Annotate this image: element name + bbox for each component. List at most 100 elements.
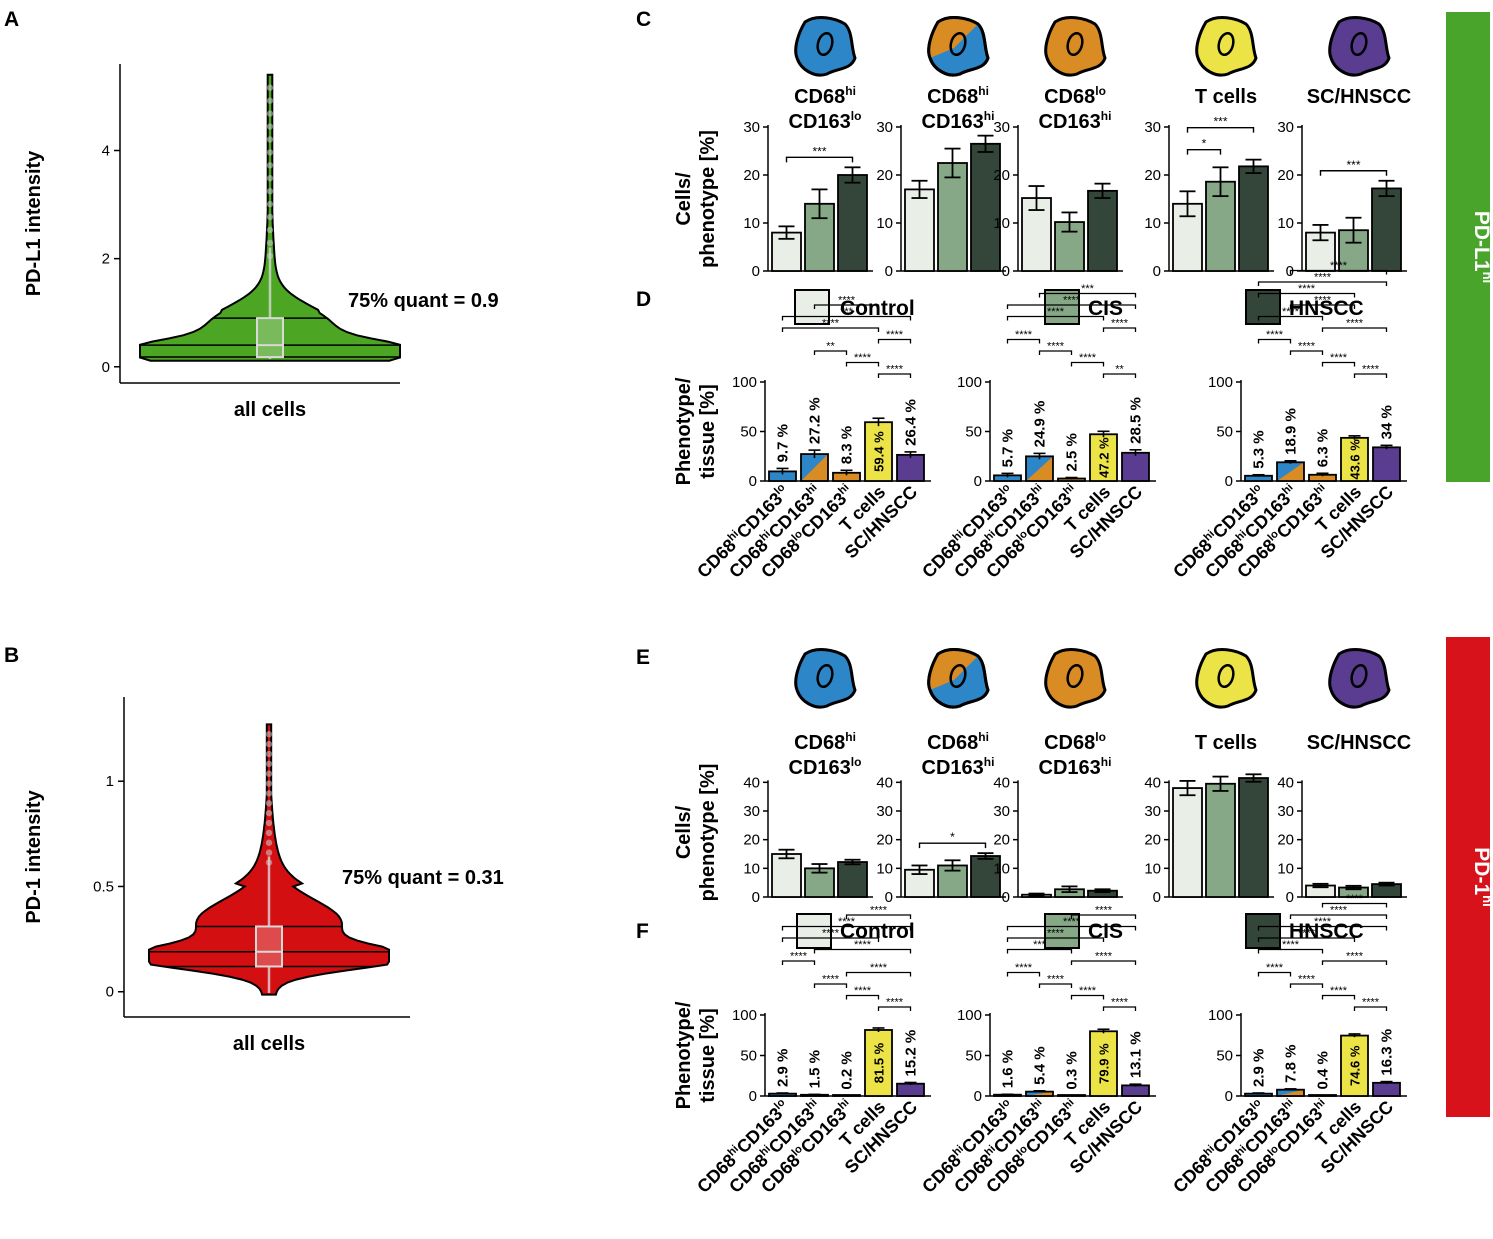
significance-label: **** xyxy=(790,951,808,963)
significance-label: **** xyxy=(854,985,872,997)
y-tick-label: 10 xyxy=(1277,215,1294,232)
y-axis-label: PD-1 intensity xyxy=(23,789,45,923)
y-tick-label: 0 xyxy=(885,263,893,280)
significance-bracket xyxy=(1289,304,1356,309)
phenotype-title: CD68lo xyxy=(1044,730,1106,754)
significance-label: **** xyxy=(1047,974,1065,986)
legend-top: Control CIS HNSCC xyxy=(794,289,1364,325)
bar xyxy=(904,188,935,272)
value-label: 2.5 % xyxy=(1064,433,1081,471)
legend-label-cis: CIS xyxy=(1088,920,1123,943)
legend-label-cis: CIS xyxy=(1088,297,1123,320)
y-tick-label: 20 xyxy=(1144,167,1161,184)
outlier-point xyxy=(266,110,274,117)
value-label: 43.6 % xyxy=(1348,439,1363,480)
significance-bracket xyxy=(1321,361,1356,367)
value-label: 13.1 % xyxy=(1128,1031,1145,1078)
y-tick-label: 0 xyxy=(102,359,110,376)
y-tick-label: 0 xyxy=(752,889,760,906)
significance-bracket xyxy=(1186,126,1255,133)
phenotype-title: CD163hi xyxy=(1039,109,1112,133)
y-tick-label: 100 xyxy=(732,1007,757,1024)
bar xyxy=(771,853,802,898)
significance-label: **** xyxy=(1298,974,1316,986)
outlier-point xyxy=(265,780,273,787)
value-label: 28.5 % xyxy=(1128,397,1145,444)
panel-label-f: F xyxy=(636,920,649,943)
significance-label: **** xyxy=(1314,916,1332,928)
significance-label: **** xyxy=(886,364,904,376)
bar xyxy=(937,162,968,272)
significance-label: **** xyxy=(838,916,856,928)
bar xyxy=(864,1029,893,1097)
significance-label: **** xyxy=(1314,295,1332,307)
significance-bracket xyxy=(1006,304,1137,309)
significance-bracket xyxy=(1321,902,1388,908)
value-label: 81.5 % xyxy=(872,1042,887,1083)
outlier-point xyxy=(266,200,274,208)
y-tick-label: 0 xyxy=(974,473,982,490)
significance-label: **** xyxy=(1111,318,1129,330)
y-tick-label: 0 xyxy=(752,263,760,280)
y-tick-label: 30 xyxy=(993,119,1010,136)
y-tick-label: 30 xyxy=(993,803,1010,820)
value-label: 34 % xyxy=(1379,405,1396,439)
significance-label: **** xyxy=(822,318,840,330)
outlier-point xyxy=(266,123,274,130)
cell-nucleus xyxy=(1350,31,1368,57)
y-axis-label: tissue [%] xyxy=(697,1008,719,1102)
phenotype-title: CD163hi xyxy=(922,109,995,133)
outlier-point xyxy=(266,162,274,169)
y-tick-label: 0 xyxy=(1225,473,1233,490)
y-tick-label: 10 xyxy=(1277,860,1294,877)
phenotype-title: CD163hi xyxy=(922,755,995,779)
significance-bracket xyxy=(781,960,816,965)
significance-label: **** xyxy=(822,928,840,940)
cell-nucleus xyxy=(1350,663,1368,689)
significance-label: **** xyxy=(854,939,872,951)
significance-label: *** xyxy=(1033,939,1047,951)
significance-bracket xyxy=(918,842,987,849)
significance-label: * xyxy=(1202,137,1207,151)
outlier-point xyxy=(266,84,274,91)
legend-label-control: Control xyxy=(840,920,915,943)
outlier-point xyxy=(266,213,274,221)
significance-label: *** xyxy=(840,306,854,318)
y-tick-label: 10 xyxy=(876,215,893,232)
significance-bracket xyxy=(1289,269,1388,275)
y-tick-label: 30 xyxy=(876,803,893,820)
legend-swatch-control xyxy=(794,289,830,325)
y-tick-label: 20 xyxy=(993,832,1010,849)
y-tick-label: 40 xyxy=(876,774,893,791)
orange-cell-icon xyxy=(1044,648,1107,709)
cell-nucleus xyxy=(1217,663,1235,689)
y-tick-label: 0 xyxy=(106,984,114,1001)
significance-label: **** xyxy=(1111,997,1129,1009)
significance-label: *** xyxy=(1081,283,1095,295)
significance-bracket xyxy=(877,338,912,344)
y-tick-label: 10 xyxy=(743,215,760,232)
significance-bracket xyxy=(813,304,880,309)
legend-swatch-hnscc xyxy=(1245,913,1281,949)
significance-bracket xyxy=(1257,948,1324,954)
purple-cell-icon xyxy=(1328,648,1391,709)
significance-label: **** xyxy=(1346,318,1364,330)
significance-label: **** xyxy=(1330,260,1348,272)
value-label: 0.4 % xyxy=(1315,1051,1332,1089)
significance-label: **** xyxy=(1298,928,1316,940)
significance-label: **** xyxy=(1047,928,1065,940)
y-tick-label: 100 xyxy=(957,1007,982,1024)
bar xyxy=(970,855,1001,898)
value-label: 1.5 % xyxy=(807,1050,824,1088)
significance-bracket xyxy=(1070,994,1105,1000)
outlier-point xyxy=(265,731,273,738)
significance-label: **** xyxy=(1314,272,1332,284)
value-label: 1.6 % xyxy=(1000,1050,1017,1088)
y-tick-label: 50 xyxy=(965,424,982,441)
legend-swatch-hnscc xyxy=(1245,289,1281,325)
panel-label-c: C xyxy=(636,8,651,31)
cell-nucleus xyxy=(949,663,967,689)
outlier-point xyxy=(266,187,274,195)
legend-label-hnscc: HNSCC xyxy=(1289,920,1364,943)
significance-label: **** xyxy=(854,352,872,364)
